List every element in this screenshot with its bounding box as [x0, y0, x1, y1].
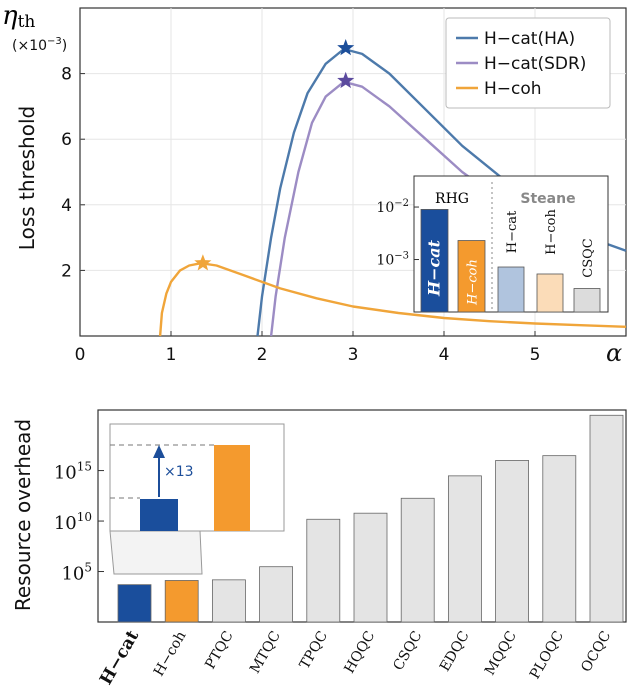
zoom-arrow-head-icon	[153, 445, 165, 458]
inset-bar-0	[420, 209, 449, 313]
top-legend: H−cat(HA) H−cat(SDR) H−coh	[445, 17, 611, 109]
zoom-bar-hcoh	[214, 445, 250, 531]
bottom-xtick-label-3: MTQC	[247, 629, 284, 677]
inset-bar-1	[457, 240, 486, 313]
legend-label-2: H−coh	[484, 79, 542, 99]
top-xtick-label-5: 5	[530, 345, 541, 365]
bottom-xtick-label-1: H−coh	[151, 629, 189, 680]
inset-bar-3	[536, 273, 564, 313]
top-x-ticks: 0 1 2 3 4 5	[75, 345, 541, 365]
bottom-ylabel: Resource overhead	[11, 419, 35, 611]
bottom-bar-0	[117, 584, 152, 623]
bottom-bar-8	[495, 460, 530, 623]
top-xtick-label-2: 2	[257, 345, 268, 365]
peak-star-icon-1	[337, 71, 355, 89]
top-xtick-label-3: 3	[348, 345, 359, 365]
bottom-xtick-label-4: TPQC	[297, 629, 331, 672]
inset-bar-label-0: H−cat	[425, 239, 444, 297]
bottom-xtick-label-9: PLOQC	[527, 629, 567, 682]
top-ytick-label-1: 4	[61, 196, 72, 216]
bottom-bar-10	[589, 414, 624, 623]
inset-group-rhg: RHG	[435, 191, 469, 207]
bottom-bars	[117, 414, 624, 623]
series-hcoh-line	[158, 262, 627, 337]
bottom-xtick-label-10: OCQC	[578, 629, 614, 675]
resource-overhead-chart: Resource overhead 105 1010 1015 H−cat H−coh…	[11, 409, 627, 689]
bottom-ytick-label-0: 105	[61, 561, 92, 585]
inset-bar-label-1: H−coh	[466, 259, 481, 306]
top-ytick-label-2: 6	[61, 130, 72, 150]
peak-star-icon-2	[194, 254, 212, 271]
inset-group-steane: Steane	[520, 191, 575, 207]
zoom-annotation: ×13	[164, 464, 194, 480]
bottom-bar-1	[164, 580, 199, 623]
loss-threshold-chart: 0 1 2 3 4 5 2 4 6 8 ηth (×10−3) Loss threshold α…	[2, 1, 627, 367]
inset-bar-4	[573, 288, 601, 313]
zoom-inset: ×13	[109, 423, 285, 575]
inset-bar-2	[497, 266, 525, 313]
top-ytick-label-3: 8	[61, 65, 72, 85]
zoom-frame	[109, 423, 285, 532]
bottom-ytick-label-2: 1015	[54, 460, 92, 484]
ylabel-eta: ηth	[2, 1, 35, 32]
ylabel-text: Loss threshold	[15, 106, 39, 250]
top-xtick-label-0: 0	[75, 345, 86, 365]
top-ytick-label-0: 2	[61, 261, 72, 281]
bottom-xtick-label-5: HQQC	[341, 629, 378, 677]
inset-ytick-label-0: 10−2	[376, 198, 409, 216]
ylabel-unit: (×10−3)	[12, 36, 67, 54]
bottom-bar-2	[211, 579, 246, 623]
top-xtick-label-1: 1	[166, 345, 177, 365]
top-xtick-label-4: 4	[439, 345, 450, 365]
bottom-bar-4	[306, 518, 341, 623]
bottom-xtick-label-2: PTQC	[202, 629, 236, 672]
xlabel-alpha: α	[606, 339, 622, 367]
inset-bar-label-3: H−coh	[544, 209, 559, 255]
inset-ytick-label-1: 10−3	[376, 251, 409, 269]
top-markers	[194, 39, 355, 271]
inset-bar-label-4: CSQC	[581, 238, 596, 278]
bottom-xtick-label-8: MQQC	[482, 629, 520, 679]
bottom-xtick-label-0: H−cat	[96, 627, 143, 689]
top-y-ticks: 2 4 6 8	[61, 65, 72, 282]
bottom-xtick-label-6: CSQC	[390, 629, 425, 674]
inset-y-ticks: 10−2 10−3	[376, 198, 419, 269]
bottom-bar-5	[353, 512, 388, 623]
bottom-bar-6	[400, 497, 435, 623]
legend-label-0: H−cat(HA)	[484, 29, 575, 49]
legend-box	[445, 17, 611, 109]
bottom-bar-3	[259, 566, 294, 623]
legend-label-1: H−cat(SDR)	[484, 54, 586, 74]
inset-bar-label-2: H−cat	[505, 210, 520, 253]
bottom-bar-7	[447, 475, 482, 623]
bottom-xtick-label-7: EDQC	[437, 629, 473, 675]
inset-bar-chart: RHG Steane 10−2 10−3 H−cat H−coh H−cat H−coh…	[376, 175, 609, 313]
zoom-connector	[109, 530, 203, 575]
inset-bars: H−cat H−coh H−cat H−coh CSQC	[420, 209, 601, 313]
bottom-ytick-label-1: 1010	[54, 510, 92, 534]
bottom-y-ticks: 105 1010 1015	[54, 460, 104, 585]
peak-star-icon-0	[337, 39, 355, 56]
bottom-x-ticks: H−cat H−coh PTQC MTQC TPQC HQQC CSQC EDQC MQQC PL…	[96, 627, 614, 689]
zoom-bar-hcat	[140, 499, 178, 531]
bottom-bar-9	[542, 455, 577, 623]
